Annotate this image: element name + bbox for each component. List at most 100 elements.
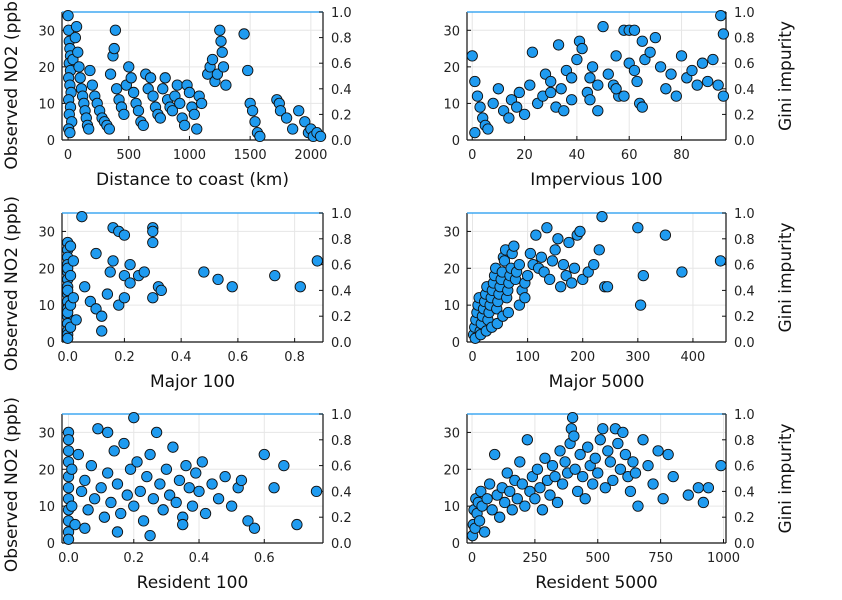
scatter-point <box>225 500 238 512</box>
scatter-point <box>166 105 179 117</box>
scatter-point <box>574 225 586 238</box>
scatter-point <box>614 463 627 475</box>
scatter-point <box>180 459 192 472</box>
scatter-point <box>492 83 505 95</box>
scatter-point <box>138 266 150 278</box>
scatter-point <box>577 471 589 483</box>
scatter-point <box>508 240 520 252</box>
scatter-point <box>659 229 672 241</box>
scatter-point <box>632 500 644 512</box>
x-tick-label: 750 <box>648 551 673 566</box>
scatter-point <box>75 485 88 498</box>
x-tick-label: 0.2 <box>123 551 144 566</box>
scatter-point <box>174 97 186 110</box>
scatter-point <box>84 295 97 308</box>
scatter-point <box>144 529 156 542</box>
y2-tick-label: 0.0 <box>331 537 352 552</box>
scatter-point <box>287 123 299 135</box>
y2-axis-label: Gini impurity <box>776 21 796 131</box>
scatter-point <box>96 325 108 337</box>
scatter-point <box>212 273 224 285</box>
scatter-point <box>529 493 541 505</box>
scatter-point <box>482 123 494 135</box>
scatter-point <box>258 448 270 461</box>
scatter-point <box>469 75 481 88</box>
scatter-point <box>586 61 599 73</box>
scatter-point <box>66 500 78 512</box>
scatter-point <box>559 456 571 468</box>
scatter-point <box>167 441 179 453</box>
scatter-point <box>62 533 75 545</box>
scatter-point <box>134 485 146 498</box>
y-tick-label: 30 <box>38 225 55 240</box>
scatter-point <box>64 240 77 252</box>
x-axis-label: Distance to coast (km) <box>96 170 289 190</box>
scatter-point <box>101 288 114 300</box>
scatter-point <box>524 247 537 260</box>
scatter-point <box>604 456 616 468</box>
y2-tick-label: 0.4 <box>734 485 755 500</box>
scatter-point <box>511 493 523 505</box>
y2-tick-label: 0.4 <box>734 83 755 98</box>
scatter-point <box>545 86 557 99</box>
y2-tick-label: 0.6 <box>734 57 755 72</box>
x-tick-label: 0 <box>468 551 476 566</box>
scatter-point <box>79 281 91 293</box>
scatter-point <box>183 86 196 99</box>
scatter-point <box>206 478 218 490</box>
scatter-point <box>193 485 205 498</box>
scatter-point <box>612 437 624 450</box>
scatter-point <box>217 61 230 73</box>
y2-tick-label: 0.0 <box>331 336 352 351</box>
scatter-point <box>489 448 501 461</box>
scatter-point <box>105 496 117 509</box>
scatter-point <box>534 482 546 494</box>
scatter-point <box>118 108 130 121</box>
scatter-point <box>249 116 261 128</box>
y2-tick-label: 0.4 <box>331 83 352 98</box>
y2-tick-label: 0.0 <box>734 537 755 552</box>
scatter-point <box>64 270 77 282</box>
y2-tick-label: 0.8 <box>734 32 755 47</box>
y2-tick-label: 0.8 <box>734 434 755 449</box>
scatter-point <box>211 68 224 80</box>
x-tick-label: 0.0 <box>58 551 79 566</box>
scatter-point <box>294 281 306 293</box>
scatter-point <box>544 489 556 501</box>
scatter-point <box>632 222 644 234</box>
scatter-point <box>473 515 486 527</box>
scatter-point <box>712 79 724 91</box>
scatter-point <box>619 448 632 461</box>
y-tick-label: 20 <box>443 61 460 76</box>
y-tick-label: 0 <box>47 336 55 351</box>
x-axis-label: Resident 100 <box>137 573 249 593</box>
scatter-point <box>173 474 186 486</box>
y2-axis-label: Gini impurity <box>776 222 796 332</box>
y2-tick-label: 0.6 <box>734 259 755 274</box>
scatter-point <box>696 57 709 69</box>
scatter-point <box>576 42 588 55</box>
scatter-point <box>536 504 549 516</box>
scatter-point <box>637 434 649 446</box>
scatter-point <box>568 262 581 274</box>
x-tick-label: 1000 <box>173 148 206 163</box>
x-tick-label: 1500 <box>234 148 267 163</box>
scatter-point <box>498 255 511 267</box>
scatter-point <box>631 75 643 88</box>
scatter-point <box>96 310 108 322</box>
scatter-point <box>654 61 667 73</box>
scatter-point <box>552 39 565 51</box>
scatter-point <box>64 127 76 139</box>
scatter-point <box>111 526 124 538</box>
scatter-point <box>558 105 570 117</box>
scatter-point <box>642 459 654 472</box>
panel-5: 0.0 0.2 0.4 0.6 0 10 20 30 0.0 0.2 0.4 0.6 0.8 1.0 Res… <box>2 397 352 593</box>
scatter-point <box>519 500 531 512</box>
y2-tick-label: 0.8 <box>331 32 352 47</box>
scatter-point <box>291 518 303 531</box>
scatter-point <box>707 53 719 66</box>
y-tick-label: 20 <box>38 61 55 76</box>
scatter-point <box>219 471 231 483</box>
scatter-point <box>124 463 137 475</box>
scatter-point <box>636 101 648 113</box>
